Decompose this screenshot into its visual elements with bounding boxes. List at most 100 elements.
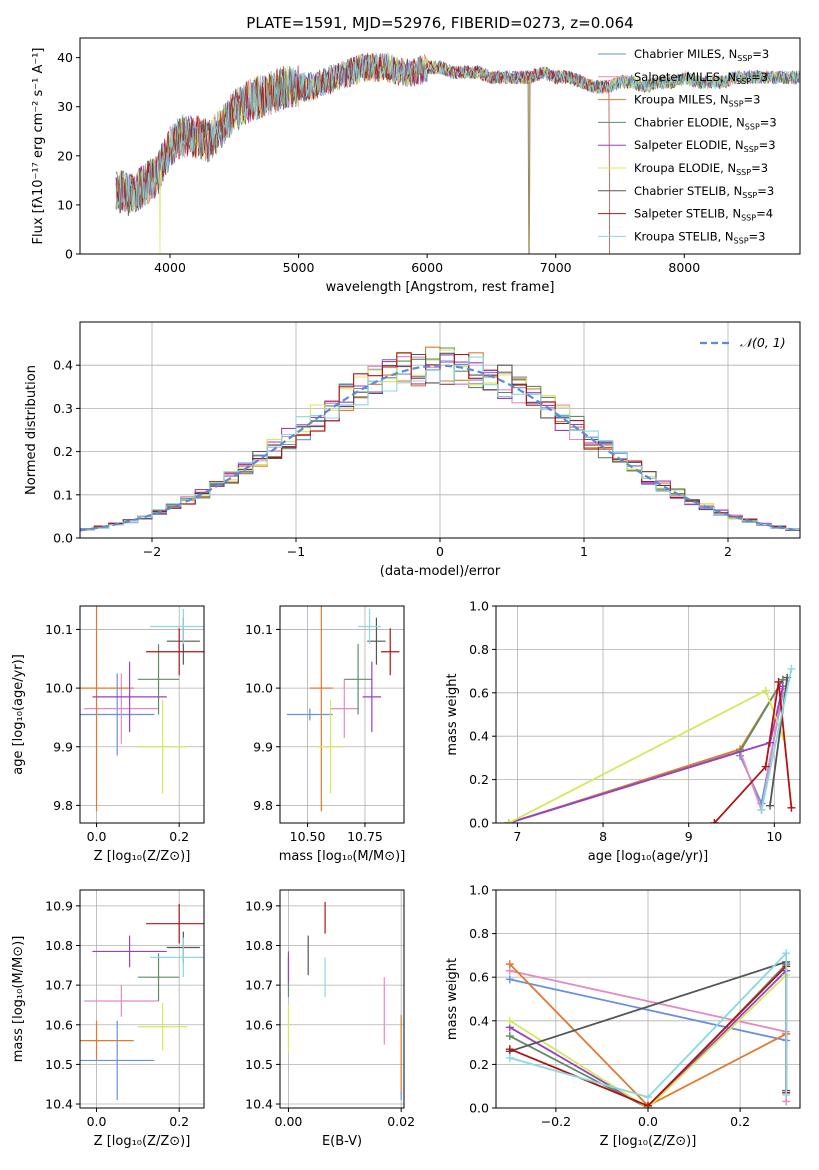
weight-marker <box>505 975 514 984</box>
weight-series <box>509 950 788 1099</box>
xtick-label: 0.2 <box>730 1114 750 1129</box>
ytick-label: 9.8 <box>53 798 73 813</box>
xtick-label: 2 <box>724 544 732 559</box>
ytick-label: 0.2 <box>469 772 489 787</box>
weight-marker <box>505 1053 514 1062</box>
ytick-label: 10.8 <box>45 938 73 953</box>
ytick-label: 0.8 <box>469 642 489 657</box>
axes-frame <box>79 37 801 255</box>
ytick-label: 20 <box>57 148 73 163</box>
weight-marker <box>761 762 770 771</box>
ytick-label: 0.8 <box>469 926 489 941</box>
weight-marker <box>644 1101 652 1108</box>
weight-series <box>509 978 787 1042</box>
weight-marker <box>710 819 719 823</box>
y-axis-label: mass weight <box>445 958 460 1040</box>
legend-entry: Kroupa ELODIE, NSSP=3 <box>634 161 768 177</box>
xtick-label: −0.2 <box>541 1114 571 1129</box>
xtick-label: 7000 <box>540 260 572 275</box>
weight-series <box>713 681 793 823</box>
panel-weight_vs_age: 7 8 9 10 0.0 0.2 0.4 0.6 0.8 1.0 age [log₁₀(age/yr… <box>445 599 801 864</box>
y-axis-label: Normed distribution <box>24 365 39 495</box>
y-axis-label: age [log₁₀(age/yr)] <box>11 654 26 775</box>
xtick-label: 0.2 <box>169 1114 189 1129</box>
panel-spectrum: 4000 5000 6000 7000 8000 0 10 20 30 40 wavelength … <box>31 37 801 295</box>
ytick-label: 10.0 <box>45 681 73 696</box>
ytick-label: 10.9 <box>45 898 73 913</box>
axes-frame <box>79 605 205 824</box>
xtick-label: 1 <box>580 544 588 559</box>
xtick-label: 10.75 <box>347 829 383 844</box>
ytick-label: 0.6 <box>469 970 489 985</box>
weight-marker <box>505 1045 514 1054</box>
weight-series <box>509 970 787 1108</box>
weight-marker <box>766 801 775 810</box>
panel-age_vs_Z: 0.0 0.2 9.8 9.9 10.0 10.1 Z [log₁₀(Z/Z⊙)] age [… <box>11 605 205 864</box>
ytick-label: 10.6 <box>245 1017 273 1032</box>
weight-marker <box>761 686 770 695</box>
ytick-label: 0.2 <box>53 444 73 459</box>
panel-mass_vs_Z: 0.0 0.2 10.4 10.5 10.6 10.7 10.8 10.9 Z [log₁₀(Z… <box>11 889 205 1149</box>
legend-entry: Chabrier ELODIE, NSSP=3 <box>634 115 777 131</box>
axes-frame <box>279 605 405 824</box>
chart-panels: 4000 5000 6000 7000 8000010203040wavelength … <box>11 37 801 1149</box>
plot-area <box>505 949 791 1108</box>
ytick-label: 40 <box>57 50 73 65</box>
ytick-label: 1.0 <box>469 883 489 898</box>
ytick-label: 10.7 <box>45 978 73 993</box>
ytick-label: 0.4 <box>469 1013 489 1028</box>
x-axis-label: Z [log₁₀(Z/Z⊙)] <box>94 1134 191 1149</box>
ytick-label: 0.1 <box>53 487 73 502</box>
legend-entry: Salpeter MILES, NSSP=3 <box>634 70 768 86</box>
weight-marker <box>782 949 791 958</box>
spectrum-legend: Chabrier MILES, NSSP=3 Salpeter MILES, NS… <box>598 47 777 245</box>
xtick-label: 8000 <box>668 260 700 275</box>
legend-entry: Chabrier STELIB, NSSP=3 <box>634 184 774 200</box>
axes-frame <box>279 889 405 1109</box>
ytick-label: 0.6 <box>469 685 489 700</box>
y-axis-label: mass weight <box>445 673 460 755</box>
ytick-label: 10.8 <box>245 938 273 953</box>
ytick-label: 9.8 <box>253 798 273 813</box>
legend-entry: Salpeter ELODIE, NSSP=3 <box>634 138 776 154</box>
xtick-label: 9 <box>685 829 693 844</box>
x-axis-label: wavelength [Angstrom, rest frame] <box>326 280 555 295</box>
legend-entry: Kroupa MILES, NSSP=3 <box>634 93 760 109</box>
plot-area <box>115 52 800 254</box>
weight-marker <box>644 1093 652 1102</box>
weight-marker <box>757 805 766 814</box>
weight-marker <box>787 664 796 673</box>
xtick-label: 5000 <box>283 260 315 275</box>
weight-marker <box>505 960 514 969</box>
ytick-label: 10 <box>57 197 73 212</box>
ytick-label: 10.4 <box>45 1097 73 1112</box>
xtick-label: 10.50 <box>290 829 326 844</box>
xtick-label: 8 <box>599 829 607 844</box>
x-axis-label: E(B-V) <box>322 1134 362 1149</box>
weight-marker <box>774 677 783 686</box>
ytick-label: 0.0 <box>469 1101 489 1116</box>
ytick-label: 0.2 <box>469 1057 489 1072</box>
histogram-series <box>80 356 800 531</box>
plot-area <box>80 903 204 1101</box>
weight-marker <box>787 803 796 812</box>
axes-frame <box>495 605 801 824</box>
plot-area <box>286 606 400 812</box>
xtick-label: 0 <box>436 544 444 559</box>
xtick-label: 0.0 <box>638 1114 658 1129</box>
xtick-label: 7 <box>513 829 521 844</box>
axes-frame <box>79 889 205 1109</box>
xtick-label: 0.0 <box>87 1114 107 1129</box>
legend-entry: Chabrier MILES, NSSP=3 <box>634 47 769 63</box>
weight-series <box>760 668 793 811</box>
x-axis-label: mass [log₁₀(M/M⊙)] <box>279 849 406 864</box>
y-axis-label: Flux [fλ10⁻¹⁷ erg cm⁻² s⁻¹ A⁻¹] <box>31 48 46 245</box>
x-axis-label: Z [log₁₀(Z/Z⊙)] <box>600 1134 697 1149</box>
x-axis-label: (data-model)/error <box>380 564 501 579</box>
ytick-label: 9.9 <box>253 739 273 754</box>
ytick-label: 30 <box>57 99 73 114</box>
y-axis-label: mass [log₁₀(M/M⊙)] <box>11 936 26 1063</box>
ytick-label: 0.4 <box>469 729 489 744</box>
plot-area <box>287 901 402 1101</box>
